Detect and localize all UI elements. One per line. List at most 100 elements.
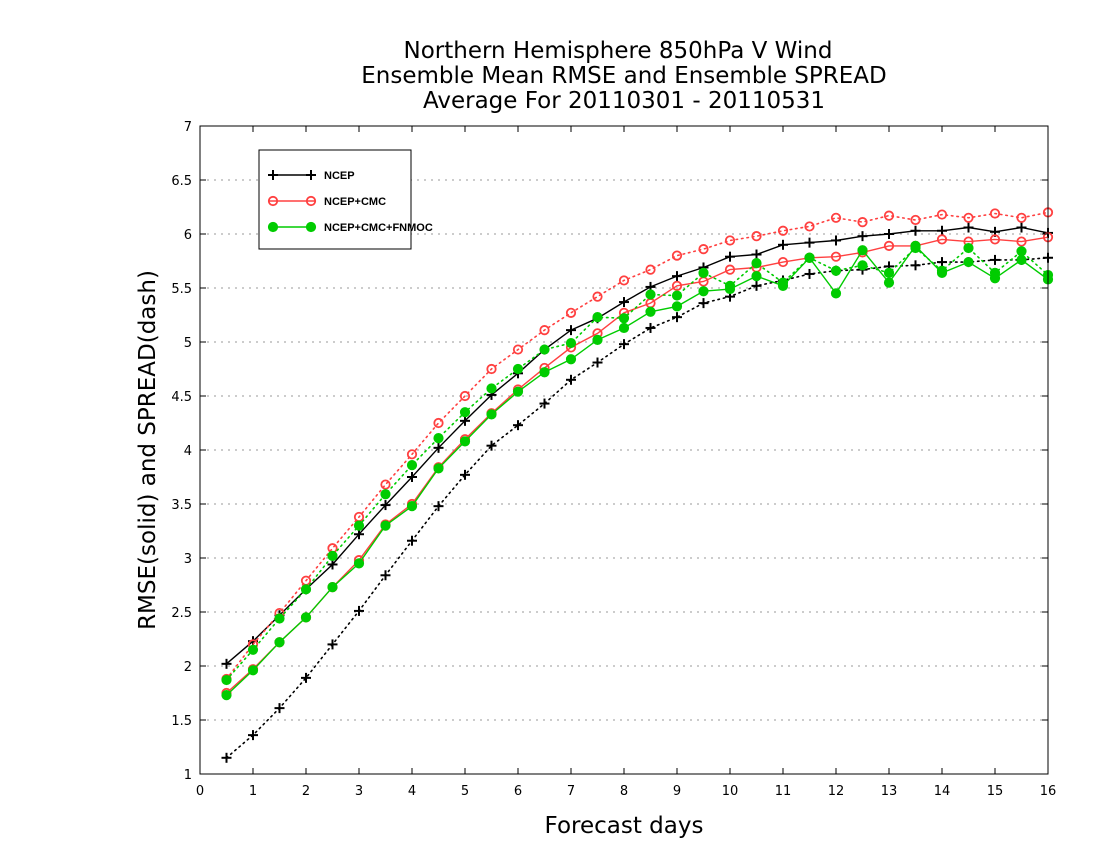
y-tick-label: 3: [184, 552, 192, 567]
spread-point: [539, 325, 550, 336]
y-tick-label: 1.5: [171, 714, 192, 729]
axis-ticks: 11.522.533.544.555.566.570 1 2 3 4 5 6 7 8 9 10 11 1…: [171, 120, 1056, 799]
rmse-point: [857, 245, 868, 256]
chart-title-line-1: Northern Hemisphere 850hPa V Wind: [404, 38, 833, 64]
spread-point: [910, 260, 921, 271]
rmse-point: [221, 690, 232, 701]
spread-point: [433, 501, 444, 512]
x-tick-label: 3: [355, 784, 363, 799]
legend-label-1: NCEP+CMC: [324, 196, 386, 208]
x-tick-label: 2: [302, 784, 310, 799]
spread-point: [910, 214, 921, 226]
spread-point: [406, 460, 418, 471]
rmse-point: [936, 234, 948, 245]
rmse-point: [354, 529, 364, 540]
spread-point: [963, 242, 974, 254]
y-tick-label: 2: [184, 660, 192, 675]
legend-marker-end-1: [305, 195, 317, 207]
spread-point: [751, 258, 762, 269]
x-tick-label: 15: [987, 784, 1004, 799]
legend-marker-start-1: [267, 195, 279, 207]
spread-point: [857, 217, 868, 228]
spread-point: [698, 244, 709, 255]
spread-point: [433, 433, 444, 444]
spread-point: [565, 337, 577, 349]
spread-point: [989, 208, 1001, 219]
rmse-point: [830, 288, 842, 299]
spread-point: [592, 312, 603, 323]
spread-point: [645, 289, 656, 300]
rmse-point: [672, 271, 682, 282]
spread-line: [225, 246, 1049, 681]
rmse-point: [619, 297, 629, 308]
chart-title-line-3: Average For 20110301 - 20110531: [423, 88, 825, 114]
legend-marker-end-2: [305, 221, 317, 233]
rmse-point: [751, 249, 762, 260]
spread-point: [459, 407, 471, 418]
rmse-point: [963, 222, 974, 233]
spread-point: [566, 374, 576, 385]
spread-point: [804, 268, 815, 279]
x-tick-label: 0: [196, 784, 204, 799]
spread-point: [777, 225, 789, 236]
rmse-point: [751, 271, 762, 282]
spread-point: [883, 210, 895, 221]
rmse-point: [725, 251, 735, 262]
spread-point: [512, 344, 524, 355]
rmse-point: [460, 415, 470, 426]
rmse-point: [539, 367, 550, 378]
x-tick-label: 5: [461, 784, 469, 799]
spread-point: [433, 417, 444, 429]
spread-line: [225, 256, 1049, 759]
spread-point: [671, 250, 683, 261]
rmse-point: [327, 559, 338, 570]
rmse-point: [671, 301, 683, 312]
x-tick-label: 9: [673, 784, 681, 799]
spread-point: [857, 260, 868, 271]
spread-point: [751, 280, 762, 291]
spread-point: [539, 344, 550, 355]
rmse-point: [565, 354, 577, 365]
spread-point: [274, 613, 285, 624]
spread-point: [513, 420, 523, 431]
rmse-point: [883, 240, 895, 251]
spread-point: [645, 264, 656, 275]
x-tick-label: 10: [722, 784, 739, 799]
spread-point: [380, 479, 391, 490]
spread-point: [618, 275, 630, 286]
rmse-point: [830, 251, 842, 262]
rmse-point: [274, 637, 285, 648]
spread-point: [751, 231, 762, 242]
rmse-point: [883, 277, 895, 288]
rmse-point: [857, 231, 868, 242]
spread-point: [539, 398, 550, 409]
spread-point: [247, 644, 259, 655]
spread-point: [698, 298, 709, 309]
spread-point: [804, 221, 815, 232]
spread-point: [301, 672, 311, 683]
spread-point: [777, 277, 789, 288]
rmse-point: [486, 409, 497, 420]
rmse-point: [247, 665, 259, 676]
spread-point: [937, 257, 947, 268]
spread-point: [592, 291, 603, 302]
y-tick-label: 3.5: [171, 498, 192, 513]
series-2: [221, 240, 1054, 701]
rmse-point: [963, 256, 974, 268]
rmse-point: [1016, 222, 1027, 233]
x-tick-label: 1: [249, 784, 257, 799]
spread-point: [724, 280, 736, 291]
spread-point: [380, 570, 391, 581]
y-tick-label: 6: [184, 228, 192, 243]
legend-marker-start-0: [268, 170, 278, 180]
spread-point: [1016, 246, 1027, 257]
spread-point: [936, 209, 948, 220]
rmse-point: [380, 520, 391, 531]
spread-point: [327, 550, 338, 561]
spread-point: [300, 584, 312, 595]
spread-point: [486, 383, 497, 394]
rmse-point: [327, 582, 338, 593]
spread-point: [724, 235, 736, 246]
rmse-point: [221, 658, 232, 669]
x-tick-label: 12: [828, 784, 845, 799]
